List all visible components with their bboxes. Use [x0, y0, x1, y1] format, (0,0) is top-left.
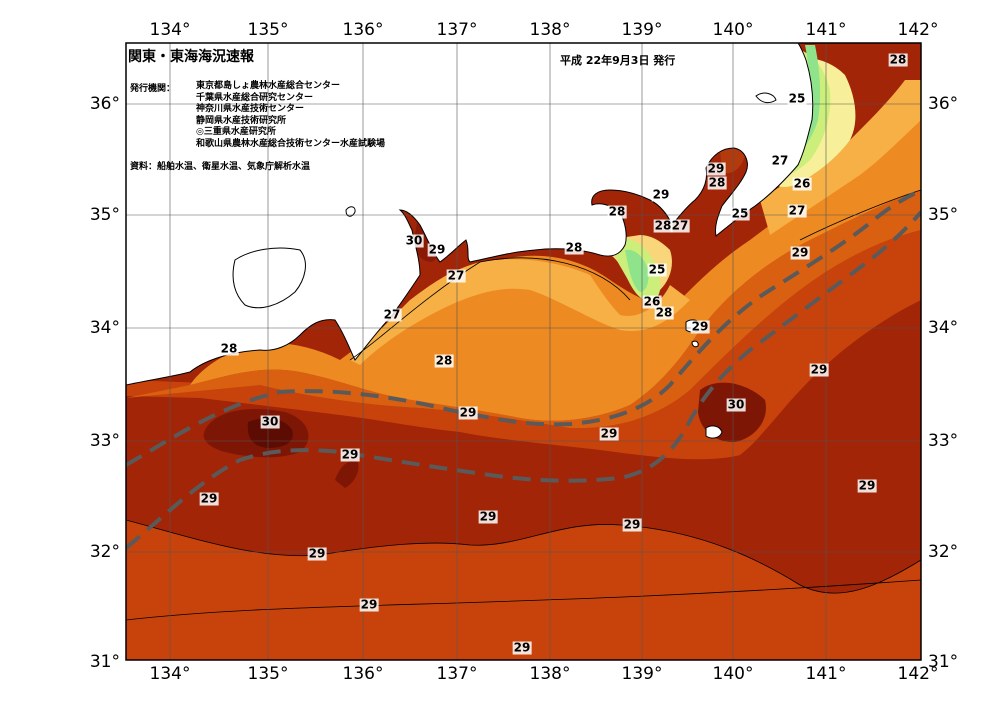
lat-label-left: 35°: [89, 205, 120, 225]
isotherm-label: 25: [730, 206, 750, 221]
lon-label-top: 141°: [805, 20, 847, 40]
isotherm-label: 27: [670, 218, 690, 233]
issuer-label: 発行機関：: [130, 84, 176, 94]
lat-label-left: 36°: [89, 94, 120, 114]
issuer-item: 東京都島しょ農林水産総合センター: [196, 81, 341, 91]
lon-label-bottom: 142°: [897, 664, 939, 684]
issuer-item: 神奈川県水産技術センター: [196, 104, 305, 114]
issue-date: 平成 22年9月3日 発行: [560, 54, 676, 67]
isotherm-label: 29: [790, 245, 810, 260]
isotherm-label: 29: [857, 478, 877, 493]
land-kii-inner: [232, 247, 306, 309]
isotherm-label: 26: [792, 176, 812, 191]
isotherm-label: 28: [607, 204, 627, 219]
lat-lon-grid: [126, 43, 921, 660]
isotherm-label: 29: [307, 546, 327, 561]
issuer-item: 千葉県水産総合研究センター: [196, 92, 314, 103]
isotherm-label: 29: [359, 597, 379, 612]
issuer-item: 和歌山県農林水産総合技術センター水産試験場: [196, 138, 386, 149]
lat-label-right: 34°: [928, 318, 959, 338]
land-tokyo-bay-island: [755, 92, 777, 104]
sea-temp-zone-light: [350, 259, 690, 365]
sea-temp-zone-light-east: [760, 80, 921, 235]
lat-label-left: 31°: [89, 652, 120, 672]
issuer-item: 静岡県水産技術研究所: [196, 115, 287, 126]
lon-label-bottom: 141°: [805, 664, 847, 684]
lat-label-left: 33°: [89, 431, 120, 451]
map-border: [125, 42, 922, 661]
land-miyake: [705, 425, 723, 439]
isotherm-label: 25: [787, 91, 807, 106]
isotherm-label: 27: [382, 307, 402, 322]
lon-label-bottom: 136°: [342, 664, 384, 684]
lon-label-bottom: 139°: [621, 664, 663, 684]
isotherm-label: 27: [787, 203, 807, 218]
land-kozu: [691, 340, 699, 348]
issuer-item: ◎三重県水産研究所: [196, 127, 276, 137]
lon-label-top: 139°: [621, 20, 663, 40]
isotherm-label: 28: [888, 52, 908, 67]
isotherm-label: 27: [446, 268, 466, 283]
isotherm-label: 29: [478, 509, 498, 524]
isotherm-label: 26: [642, 294, 662, 309]
lon-label-bottom: 140°: [712, 664, 754, 684]
isotherm-label: 28: [564, 240, 584, 255]
isotherm-label: 28: [707, 175, 727, 190]
isotherm-label: 28: [219, 341, 239, 356]
isotherm-label: 29: [512, 640, 532, 655]
land-western-japan: [126, 43, 814, 386]
lat-label-left: 32°: [89, 542, 120, 562]
lon-label-top: 134°: [149, 20, 191, 40]
lat-label-right: 31°: [928, 652, 959, 672]
isotherm-label: 29: [706, 161, 726, 176]
sea-temp-zone-mid: [126, 190, 921, 429]
sea-temp-zone-hot-boso: [720, 145, 745, 174]
lon-label-top: 137°: [436, 20, 478, 40]
lat-label-left: 34°: [89, 318, 120, 338]
isotherm-label: 29: [809, 362, 829, 377]
lat-label-right: 32°: [928, 542, 959, 562]
isotherm-label: 30: [260, 414, 280, 429]
isotherm-label: 30: [404, 233, 424, 248]
lat-label-right: 33°: [928, 431, 959, 451]
isotherm-label: 29: [690, 319, 710, 334]
isotherm-label: 25: [647, 262, 667, 277]
issuer-list: 東京都島しょ農林水産総合センター 千葉県水産総合研究センター 神奈川県水産技術セ…: [196, 81, 385, 150]
isotherm-label: 28: [654, 305, 674, 320]
isotherm-label: 29: [599, 426, 619, 441]
data-source: 資料：船舶水温、衛星水温、気象庁解析水温: [130, 162, 311, 172]
kuroshio-axis-north: [126, 188, 921, 467]
isotherm-label: 29: [458, 405, 478, 420]
isotherm-label: 29: [340, 447, 360, 462]
lon-label-top: 135°: [247, 20, 289, 40]
sea-temp-zone-green-2: [790, 45, 821, 162]
sea-temp-zone-green-bay-core: [625, 249, 649, 292]
sea-temp-zone-hot-south: [335, 460, 359, 488]
lon-label-bottom: 135°: [247, 664, 289, 684]
lon-label-top: 140°: [712, 20, 754, 40]
isotherm-lines: [126, 189, 921, 621]
kuroshio-axis-south: [126, 210, 921, 550]
isotherm-label: 29: [622, 517, 642, 532]
sea-temp-zone-hot-west-core: [247, 418, 293, 448]
lon-label-top: 138°: [529, 20, 571, 40]
isotherm-label: 28: [434, 353, 454, 368]
isotherm-label: 27: [770, 153, 790, 168]
isotherm-label: 29: [651, 187, 671, 202]
sea-temp-zone-orange: [190, 80, 921, 421]
map-title: 関東・東海海況速報: [128, 49, 254, 65]
lon-label-bottom: 137°: [436, 664, 478, 684]
lon-label-bottom: 138°: [529, 664, 571, 684]
lon-label-bottom: 134°: [149, 664, 191, 684]
isotherm-label: 28: [653, 218, 673, 233]
lon-label-top: 136°: [342, 20, 384, 40]
isotherm-label: 29: [199, 491, 219, 506]
lat-label-right: 36°: [928, 94, 959, 114]
isotherm-label: 29: [427, 242, 447, 257]
isotherm-label: 30: [726, 397, 746, 412]
lon-label-top: 142°: [897, 20, 939, 40]
lat-label-right: 35°: [928, 205, 959, 225]
